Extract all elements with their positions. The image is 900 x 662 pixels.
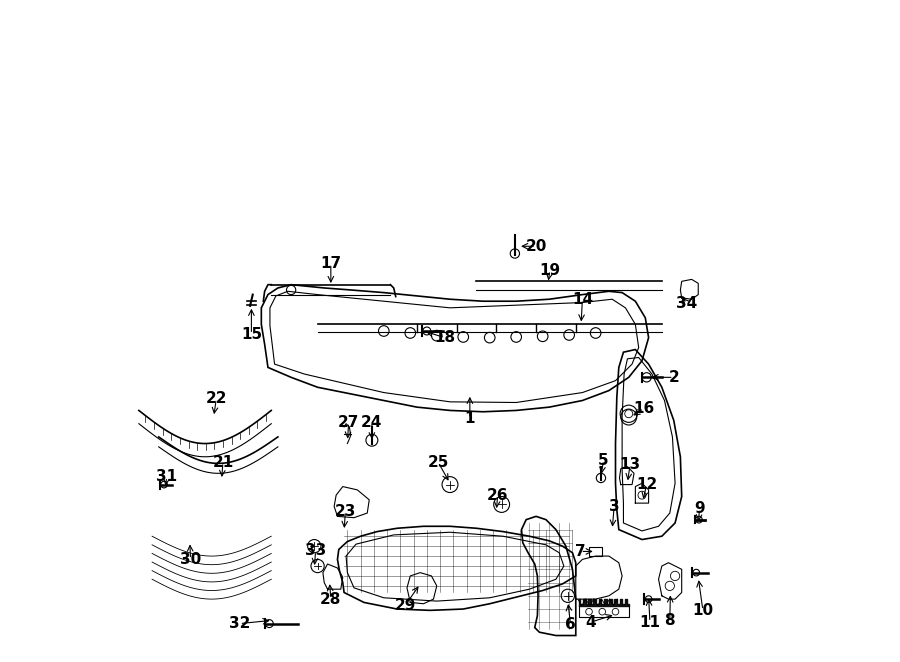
Text: 21: 21 <box>212 455 234 469</box>
Text: 5: 5 <box>598 453 609 467</box>
Circle shape <box>696 516 702 523</box>
Circle shape <box>423 327 431 335</box>
Circle shape <box>645 596 652 602</box>
Text: 25: 25 <box>428 455 449 469</box>
Text: 4: 4 <box>585 615 596 630</box>
Text: 22: 22 <box>205 391 227 406</box>
Text: 33: 33 <box>305 544 326 558</box>
Text: 9: 9 <box>694 501 705 516</box>
Circle shape <box>161 481 167 488</box>
Text: 18: 18 <box>434 330 455 345</box>
Text: 1: 1 <box>464 411 475 426</box>
Circle shape <box>693 569 699 576</box>
Text: 17: 17 <box>320 256 341 271</box>
Text: 3: 3 <box>609 499 619 514</box>
Text: 11: 11 <box>639 615 661 630</box>
Text: 13: 13 <box>619 457 641 472</box>
Text: 10: 10 <box>692 603 714 618</box>
Text: 34: 34 <box>677 296 698 310</box>
Text: 7: 7 <box>575 544 586 559</box>
Text: 8: 8 <box>664 614 675 628</box>
Text: 30: 30 <box>180 552 201 567</box>
Circle shape <box>266 620 274 628</box>
Text: 23: 23 <box>335 504 356 518</box>
Text: 26: 26 <box>487 488 508 502</box>
Text: 2: 2 <box>669 370 680 385</box>
Text: 12: 12 <box>636 477 657 492</box>
Text: 16: 16 <box>634 401 654 416</box>
Text: 28: 28 <box>320 592 341 606</box>
Text: 27: 27 <box>338 415 359 430</box>
Text: 15: 15 <box>241 327 262 342</box>
Text: 29: 29 <box>394 598 416 613</box>
Circle shape <box>642 373 652 382</box>
Text: 6: 6 <box>565 617 576 632</box>
Text: 19: 19 <box>539 263 561 277</box>
Text: 32: 32 <box>229 616 250 631</box>
Text: 14: 14 <box>572 292 593 307</box>
Text: 20: 20 <box>526 239 546 254</box>
Text: 31: 31 <box>156 469 177 484</box>
Text: 24: 24 <box>361 415 382 430</box>
